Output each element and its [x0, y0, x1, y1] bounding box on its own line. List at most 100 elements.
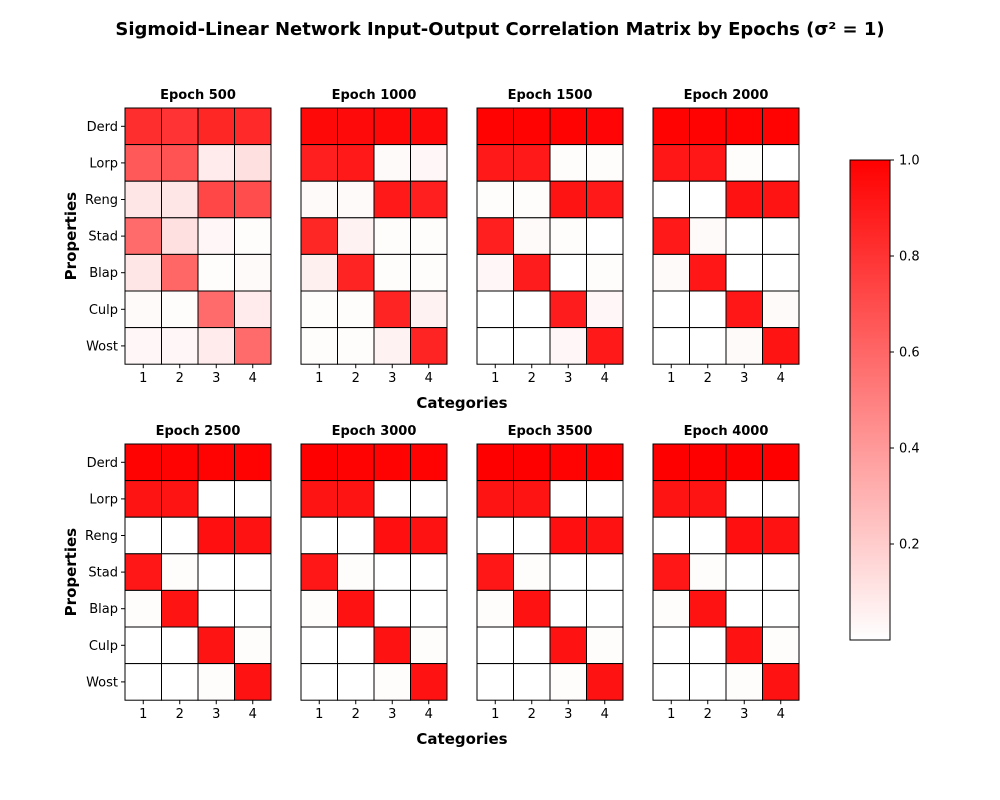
panel-3: Epoch 1500 1 2 3 4 [476, 88, 624, 386]
heatmap-cell [373, 180, 411, 219]
heatmap-cell [197, 290, 235, 329]
heatmap-cell [124, 663, 162, 701]
heatmap-cell [234, 180, 272, 219]
heatmap-cell [234, 589, 272, 628]
heatmap-cell [337, 553, 375, 591]
heatmap-cell [762, 480, 800, 518]
heatmap-cell [652, 253, 690, 292]
heatmap-cell [476, 180, 514, 219]
heatmap-cell [476, 589, 514, 628]
heatmap-cell [373, 144, 411, 182]
heatmap-cell [197, 217, 235, 255]
x-tick-label: 2 [704, 707, 712, 722]
x-tick-label: 1 [491, 707, 499, 722]
y-tick-label: Reng [85, 529, 118, 544]
panel-title: Epoch 1500 [508, 88, 593, 103]
heatmap-cell [476, 290, 514, 329]
heatmap-cell [337, 443, 375, 482]
heatmap-cell [513, 290, 551, 329]
heatmap-cell [124, 553, 162, 591]
heatmap-cell [689, 107, 727, 146]
heatmap-cell [300, 663, 338, 701]
x-tick-label: 3 [740, 707, 748, 722]
heatmap-cell [373, 290, 411, 329]
heatmap-cell [586, 327, 624, 365]
heatmap-cell [337, 663, 375, 701]
heatmap-cell [161, 589, 199, 628]
panel-title: Epoch 3500 [508, 424, 593, 439]
heatmap-cell [300, 626, 338, 665]
heatmap-cell [161, 626, 199, 665]
heatmap-cell [410, 180, 448, 219]
heatmap-cell [513, 516, 551, 555]
heatmap-cell [161, 553, 199, 591]
panels-group: Epoch 500 1 2 3 4 Derd Lorp Reng Stad Blap Culp Wos… [62, 88, 800, 748]
heatmap-cell [652, 516, 690, 555]
heatmap-cell [410, 144, 448, 182]
heatmap-cell [762, 589, 800, 628]
heatmap-cell [124, 443, 162, 482]
heatmap-cell [689, 180, 727, 219]
heatmap-cell [586, 480, 624, 518]
heatmap-cell [652, 553, 690, 591]
colorbar-tick-label: 0.8 [899, 250, 920, 265]
y-axis-label: Properties [62, 528, 80, 616]
heatmap-cell [410, 480, 448, 518]
heatmap-cell [410, 589, 448, 628]
heatmap-cell [652, 663, 690, 701]
heatmap-cell [410, 443, 448, 482]
heatmap-cell [476, 516, 514, 555]
heatmap-cell [234, 663, 272, 701]
x-tick-label: 1 [315, 371, 323, 386]
heatmap-cell [689, 144, 727, 182]
y-tick-label: Stad [88, 566, 118, 581]
heatmap-cell [337, 144, 375, 182]
panel-5: Epoch 2500 1 2 3 4 Derd Lorp Reng Stad Blap Culp Wo… [85, 424, 272, 722]
heatmap-cell [689, 516, 727, 555]
heatmap-cell [762, 217, 800, 255]
heatmap-cell [725, 553, 763, 591]
colorbar-tick-label: 0.6 [899, 346, 920, 361]
heatmap-cell [586, 553, 624, 591]
heatmap-cell [337, 253, 375, 292]
heatmap-cell [197, 327, 235, 365]
heatmap-cell [373, 443, 411, 482]
heatmap-cell [337, 180, 375, 219]
panel-4: Epoch 2000 1 2 3 4 [652, 88, 800, 386]
panel-title: Epoch 4000 [684, 424, 769, 439]
heatmap-cell [689, 290, 727, 329]
heatmap-cell [762, 253, 800, 292]
y-axis-label: Properties [62, 192, 80, 280]
heatmap-cell [725, 217, 763, 255]
heatmap-cell [586, 144, 624, 182]
heatmap-cell [586, 180, 624, 219]
heatmap-cell [234, 626, 272, 665]
heatmap-cell [124, 626, 162, 665]
heatmap-cell [234, 327, 272, 365]
heatmap-cell [549, 217, 587, 255]
heatmap-cell [410, 107, 448, 146]
panel-title: Epoch 2000 [684, 88, 769, 103]
heatmap-cell [124, 180, 162, 219]
heatmap-cell [762, 180, 800, 219]
panel-title: Epoch 2500 [156, 424, 241, 439]
heatmap-cell [476, 144, 514, 182]
heatmap-cell [476, 663, 514, 701]
heatmap-cell [762, 663, 800, 701]
x-tick-label: 2 [704, 371, 712, 386]
heatmap-cell [197, 626, 235, 665]
heatmap-cell [725, 144, 763, 182]
x-tick-label: 4 [249, 371, 257, 386]
heatmap-cell [300, 553, 338, 591]
heatmap-cell [337, 589, 375, 628]
y-tick-label: Lorp [89, 156, 118, 171]
heatmap-cell [549, 107, 587, 146]
x-tick-label: 1 [315, 707, 323, 722]
heatmap-cell [124, 327, 162, 365]
heatmap-cell [300, 589, 338, 628]
heatmap-cell [161, 327, 199, 365]
heatmap-cell [513, 663, 551, 701]
heatmap-cell [300, 180, 338, 219]
colorbar-tick-label: 1.0 [899, 154, 920, 169]
heatmap-cell [161, 144, 199, 182]
